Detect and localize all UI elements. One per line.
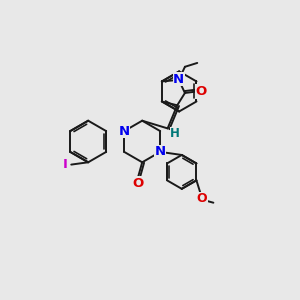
Text: O: O <box>132 177 143 190</box>
Text: N: N <box>154 146 166 158</box>
Text: N: N <box>173 73 184 85</box>
Text: O: O <box>196 192 207 206</box>
Text: N: N <box>118 124 130 138</box>
Text: I: I <box>63 158 68 171</box>
Text: H: H <box>170 127 180 140</box>
Text: O: O <box>196 85 207 98</box>
